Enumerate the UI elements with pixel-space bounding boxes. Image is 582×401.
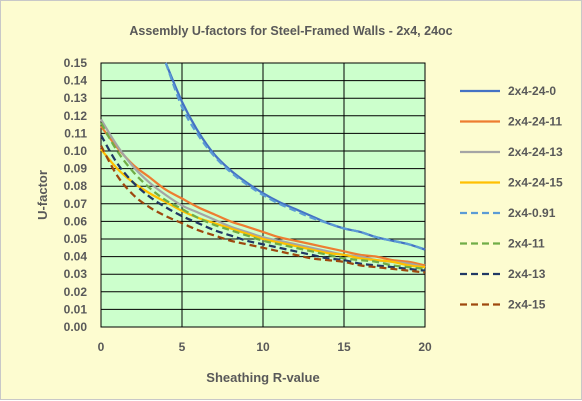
y-tick-label: 0.08 <box>64 179 88 193</box>
y-tick-label: 0.04 <box>64 250 88 264</box>
y-tick-label: 0.13 <box>64 91 88 105</box>
y-tick-label: 0.15 <box>64 56 88 70</box>
series-line-2x4-24-11 <box>100 125 426 267</box>
chart-title: Assembly U-factors for Steel-Framed Wall… <box>129 24 452 38</box>
y-tick-label: 0.03 <box>64 267 88 281</box>
legend-label: 2x4-24-13 <box>508 145 563 159</box>
y-tick-label: 0.09 <box>64 162 88 176</box>
series-line-2x4-13 <box>100 134 426 272</box>
legend-label: 2x4-11 <box>508 237 545 251</box>
series-line-2x4-24-0 <box>164 62 426 251</box>
legend-label: 2x4-0.91 <box>508 206 556 220</box>
y-tick-label: 0.12 <box>64 109 88 123</box>
y-tick-label: 0.07 <box>64 197 88 211</box>
legend-label: 2x4-24-11 <box>508 115 562 129</box>
x-axis-title: Sheathing R-value <box>206 370 319 385</box>
y-tick-label: 0.14 <box>64 74 88 88</box>
y-tick-label: 0.11 <box>64 126 87 140</box>
series-line-2x4-15 <box>100 145 426 274</box>
legend-label: 2x4-24-0 <box>508 84 556 98</box>
legend-label: 2x4-24-15 <box>508 176 563 190</box>
legend: 2x4-24-0 2x4-24-11 2x4-24-13 2x4-24-15 2x4-0… <box>460 84 563 312</box>
y-tick-label: 0.06 <box>64 214 88 228</box>
x-tick-label: 0 <box>98 340 105 354</box>
series-line-2x4-24-15 <box>100 148 426 269</box>
legend-label: 2x4-13 <box>508 267 546 281</box>
x-tick-label: 15 <box>337 340 351 354</box>
y-tick-label: 0.01 <box>64 302 88 316</box>
y-tick-label: 0.00 <box>64 320 88 334</box>
x-tick-label: 20 <box>418 340 432 354</box>
series-line-2x4-0.91 <box>164 62 426 251</box>
y-tick-label: 0.02 <box>64 285 88 299</box>
x-tick-label: 10 <box>256 340 270 354</box>
y-tick-label: 0.10 <box>64 144 88 158</box>
y-tick-label: 0.05 <box>64 232 88 246</box>
x-tick-label: 5 <box>179 340 186 354</box>
legend-label: 2x4-15 <box>508 298 546 312</box>
y-axis-title: U-factor <box>35 170 50 220</box>
